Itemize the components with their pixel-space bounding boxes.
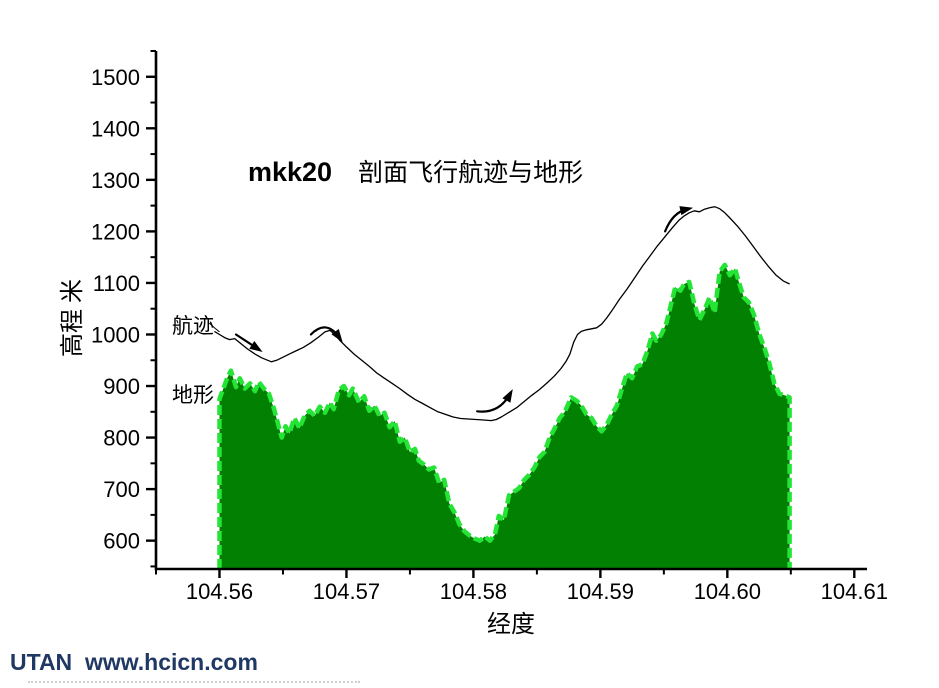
footer-divider	[28, 681, 360, 683]
arrow-head	[679, 206, 694, 216]
direction-arrows	[234, 206, 694, 413]
terrain-label: 地形	[172, 383, 214, 407]
x-tick-label: 104.60	[694, 579, 761, 604]
x-tick-label: 104.59	[567, 579, 634, 604]
y-axis-label: 高程 米	[59, 279, 86, 357]
x-tick-label: 104.57	[313, 579, 380, 604]
chart-title-text: 剖面飞行航迹与地形	[358, 160, 584, 187]
axes: 104.56 104.57 104.58 104.59 104.60 104.61 600 7…	[91, 50, 888, 604]
x-tick-label: 104.61	[821, 579, 888, 604]
terrain-outline	[217, 262, 792, 569]
y-tick-label: 1400	[91, 116, 140, 141]
y-tick-label: 800	[103, 426, 140, 451]
y-tick-label: 1100	[93, 271, 140, 296]
chart-title-prefix: mkk20	[248, 157, 333, 187]
y-tick-label: 1200	[91, 219, 140, 244]
y-tick-label: 1500	[91, 65, 140, 90]
arrow-head	[502, 389, 513, 403]
arrow-head	[249, 341, 263, 352]
trajectory-label: 航迹	[172, 314, 214, 338]
arrow-head	[331, 329, 343, 343]
chart-title: mkk20 剖面飞行航迹与地形	[248, 153, 583, 189]
y-tick-label: 600	[103, 529, 140, 554]
x-tick-label: 104.58	[440, 579, 507, 604]
y-tick-label: 1000	[91, 322, 140, 347]
y-tick-label: 1300	[91, 168, 140, 193]
flight-path-line	[214, 206, 790, 422]
x-axis-label: 经度	[487, 612, 535, 638]
x-tick-label: 104.56	[186, 579, 253, 604]
label-leader-line	[208, 322, 220, 333]
y-tick-label: 900	[103, 374, 140, 399]
terrain-area	[217, 262, 792, 569]
watermark-text: UTAN www.hcicn.com	[10, 649, 258, 675]
y-tick-label: 700	[103, 477, 140, 502]
